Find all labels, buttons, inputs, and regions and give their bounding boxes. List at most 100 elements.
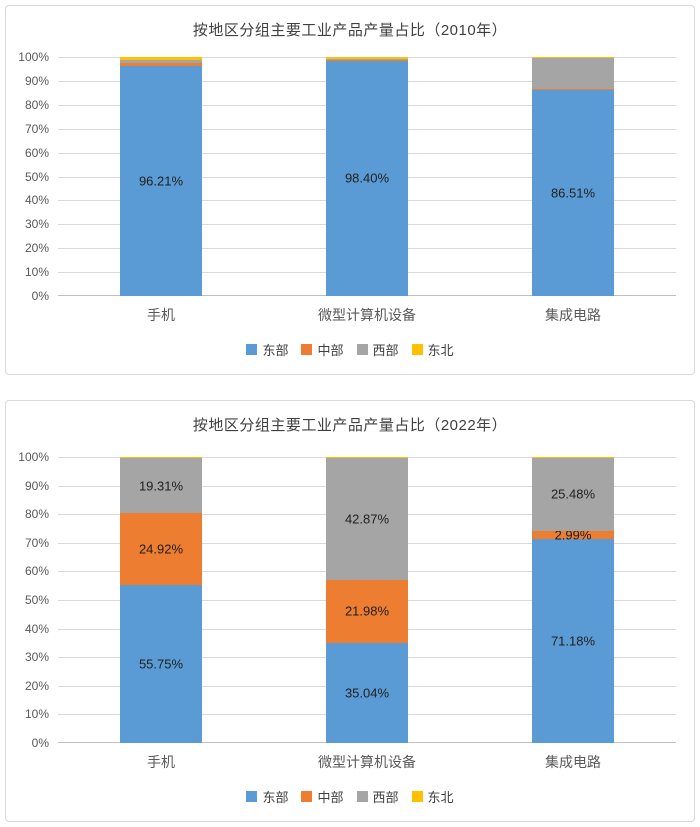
plot-area: 96.21% 98.40% 86.51%: [58, 57, 676, 296]
segment-east: 35.04%: [326, 642, 408, 743]
legend-item-central: 中部: [301, 787, 344, 806]
segment-central: [120, 63, 202, 67]
plot-row: 100% 90% 80% 70% 60% 50% 40% 30% 20% 10% 0% 55.75%…: [6, 450, 676, 750]
category-label: 微型计算机设备: [318, 307, 416, 323]
legend-item-west: 西部: [356, 787, 399, 806]
segment-central: 24.92%: [120, 513, 202, 585]
category-label: 微型计算机设备: [318, 754, 416, 770]
legend-swatch-central: [301, 344, 313, 355]
bars-area: 96.21% 98.40% 86.51%: [58, 57, 676, 296]
stacked-bar: 86.51%: [532, 57, 614, 296]
legend-item-central: 中部: [301, 340, 344, 359]
legend-swatch-northeast: [411, 344, 423, 355]
segment-east: 98.40%: [326, 60, 408, 296]
chart-title-2022: 按地区分组主要工业产品产量占比（2022年）: [192, 417, 508, 434]
data-label: 42.87%: [344, 511, 390, 527]
legend-item-northeast: 东北: [411, 787, 454, 806]
legend-label: 西部: [372, 343, 399, 358]
y-tick-label: 100%: [18, 450, 49, 464]
x-axis: 手机 微型计算机设备 集成电路: [58, 305, 676, 325]
stacked-bar: 55.75% 24.92% 19.31%: [120, 457, 202, 743]
segment-east: 96.21%: [120, 66, 202, 296]
segment-northeast: [326, 457, 408, 459]
legend-label: 东北: [427, 343, 454, 358]
legend-item-northeast: 东北: [411, 340, 454, 359]
y-tick-label: 70%: [24, 121, 49, 136]
segment-west: 42.87%: [326, 458, 408, 580]
y-tick-label: 50%: [24, 169, 49, 184]
segment-east: 71.18%: [532, 539, 614, 743]
legend-label: 中部: [317, 790, 344, 805]
data-label: 25.48%: [550, 486, 596, 502]
legend-label: 东部: [262, 790, 289, 805]
legend-label: 中部: [317, 343, 344, 358]
segment-west: [326, 58, 408, 60]
data-label: 21.98%: [344, 603, 390, 619]
legend-label: 西部: [372, 790, 399, 805]
category-label: 集成电路: [545, 307, 601, 323]
segment-east: 55.75%: [120, 584, 202, 743]
category-label: 集成电路: [545, 754, 601, 770]
legend-swatch-east: [246, 344, 258, 355]
x-axis: 手机 微型计算机设备 集成电路: [58, 752, 676, 772]
y-tick-label: 30%: [24, 650, 49, 665]
segment-west: [120, 59, 202, 64]
segment-central: 21.98%: [326, 579, 408, 643]
bar-slot-2: 35.04% 21.98% 42.87%: [264, 457, 470, 743]
legend-item-east: 东部: [246, 787, 288, 806]
bar-slot-1: 55.75% 24.92% 19.31%: [58, 457, 264, 743]
segment-northeast: [532, 57, 614, 59]
y-tick-label: 40%: [24, 193, 49, 208]
category-label: 手机: [147, 754, 175, 770]
y-tick-label: 100%: [18, 50, 49, 64]
legend-item-west: 西部: [356, 340, 399, 359]
data-label: 24.92%: [138, 541, 184, 557]
bar-slot-1: 96.21%: [58, 57, 264, 296]
plot-area: 55.75% 24.92% 19.31% 35.04% 21.98% 42.87% 71.1…: [58, 457, 676, 743]
data-label: 35.04%: [344, 685, 390, 701]
plot-row: 100% 90% 80% 70% 60% 50% 40% 30% 20% 10% 0% 96.21%…: [6, 50, 676, 303]
data-label: 96.21%: [138, 173, 184, 189]
y-tick-label: 70%: [24, 535, 49, 550]
bar-slot-3: 86.51%: [470, 57, 676, 296]
y-tick-label: 90%: [24, 73, 49, 88]
legend-swatch-west: [356, 791, 368, 802]
y-tick-label: 10%: [24, 265, 49, 280]
legend-label: 东北: [427, 790, 454, 805]
y-tick-label: 80%: [24, 507, 49, 522]
data-label: 71.18%: [550, 633, 596, 649]
chart-panel-2022: 按地区分组主要工业产品产量占比（2022年） 100% 90% 80% 70% 60% 5…: [5, 400, 695, 822]
y-tick-label: 20%: [24, 678, 49, 693]
legend-swatch-east: [246, 791, 258, 802]
bar-slot-3: 71.18% 2.99% 25.48%: [470, 457, 676, 743]
y-tick-label: 80%: [24, 97, 49, 112]
data-label: 86.51%: [550, 185, 596, 201]
data-label: 2.99%: [554, 527, 592, 543]
y-tick-label: 0%: [31, 289, 49, 303]
y-tick-label: 90%: [24, 478, 49, 493]
segment-central: [326, 59, 408, 61]
bar-slot-2: 98.40%: [264, 57, 470, 296]
segment-northeast: [532, 457, 614, 459]
data-label: 19.31%: [138, 478, 184, 494]
stacked-bar: 71.18% 2.99% 25.48%: [532, 457, 614, 743]
legend: 东部 中部 西部 东北: [6, 340, 694, 359]
segment-east: 86.51%: [532, 89, 614, 296]
segment-west: [532, 58, 614, 89]
y-tick-label: 10%: [24, 707, 49, 722]
chart-title-2010: 按地区分组主要工业产品产量占比（2010年）: [192, 22, 508, 39]
y-tick-label: 50%: [24, 593, 49, 607]
y-tick-label: 60%: [24, 145, 49, 160]
stacked-bar: 98.40%: [326, 57, 408, 296]
bars-area: 55.75% 24.92% 19.31% 35.04% 21.98% 42.87% 71.1…: [58, 457, 676, 743]
stacked-bar: 96.21%: [120, 57, 202, 296]
y-tick-label: 60%: [24, 564, 49, 579]
data-label: 55.75%: [138, 656, 184, 672]
segment-west: 25.48%: [532, 458, 614, 531]
segment-central: 2.99%: [532, 527, 614, 543]
y-tick-label: 20%: [24, 241, 49, 256]
segment-central: [532, 88, 614, 90]
data-label: 98.40%: [344, 170, 390, 186]
legend-label: 东部: [262, 343, 289, 358]
